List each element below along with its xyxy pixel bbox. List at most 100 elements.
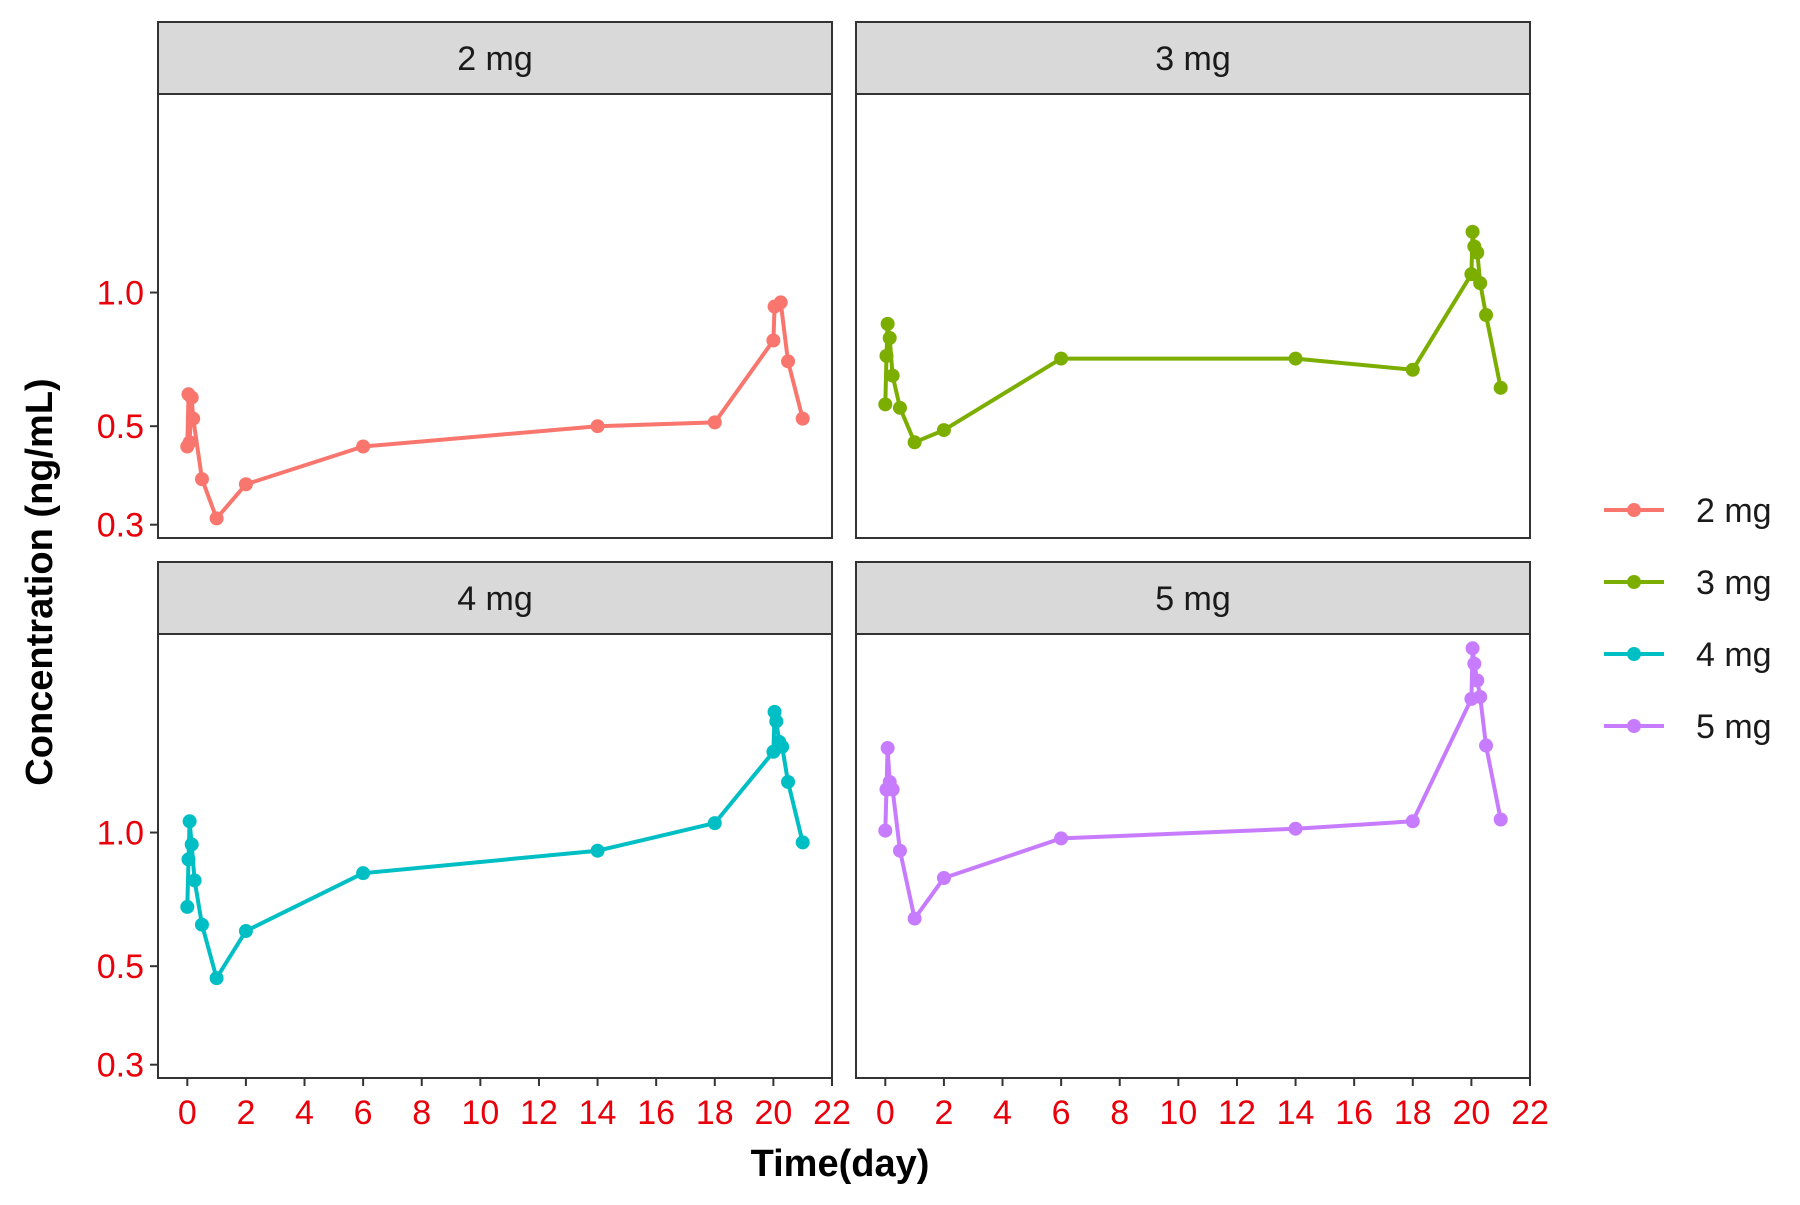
data-point <box>892 400 907 415</box>
panel-strip-label: 5 mg <box>1155 580 1231 618</box>
x-tick-label: 8 <box>412 1094 431 1132</box>
x-tick-label: 10 <box>461 1094 499 1132</box>
data-point <box>936 870 951 885</box>
x-tick-label: 14 <box>579 1094 617 1132</box>
data-point <box>1054 831 1069 846</box>
data-point <box>1470 245 1485 260</box>
data-point <box>1470 673 1485 688</box>
x-tick-label: 10 <box>1159 1094 1197 1132</box>
panel-strip-label: 3 mg <box>1155 40 1231 78</box>
panel-strip-label: 4 mg <box>457 580 533 618</box>
y-axis-title: Concentration (ng/mL) <box>19 378 61 785</box>
data-point <box>590 419 605 434</box>
data-point <box>356 439 371 454</box>
data-point <box>781 774 796 789</box>
x-tick-label: 18 <box>696 1094 734 1132</box>
x-tick-label: 6 <box>1052 1094 1071 1132</box>
x-tick-label: 4 <box>295 1094 314 1132</box>
data-point <box>880 316 895 331</box>
data-point <box>892 843 907 858</box>
data-point <box>878 823 893 838</box>
data-point <box>186 411 201 426</box>
x-tick-label: 4 <box>993 1094 1012 1132</box>
data-point <box>184 390 199 405</box>
x-tick-label: 0 <box>876 1094 895 1132</box>
data-point <box>1493 380 1508 395</box>
y-tick-label: 1.0 <box>97 815 144 853</box>
legend-key-point <box>1627 719 1641 733</box>
data-point <box>878 397 893 412</box>
data-point <box>766 333 781 348</box>
data-point <box>1054 351 1069 366</box>
y-tick-label: 1.0 <box>97 275 144 313</box>
data-point <box>707 816 722 831</box>
data-point <box>707 415 722 430</box>
panel-1: 2 mg <box>157 21 833 539</box>
legend-label: 4 mg <box>1696 636 1772 674</box>
legend-item: 2 mg <box>1604 492 1772 530</box>
panel-frame <box>157 93 833 539</box>
data-point <box>907 435 922 450</box>
panel-4: 5 mg <box>855 561 1531 1079</box>
x-tick-label: 16 <box>1335 1094 1373 1132</box>
legend-label: 2 mg <box>1696 492 1772 530</box>
x-tick-label: 14 <box>1277 1094 1315 1132</box>
legend-item: 3 mg <box>1604 564 1772 602</box>
x-tick-label: 16 <box>637 1094 675 1132</box>
data-point <box>775 739 790 754</box>
data-point <box>180 899 195 914</box>
x-tick-label: 12 <box>520 1094 558 1132</box>
legend-item: 4 mg <box>1604 636 1772 674</box>
data-point <box>1288 821 1303 836</box>
data-point <box>781 354 796 369</box>
data-point <box>879 348 894 363</box>
x-tick-label: 22 <box>1511 1094 1549 1132</box>
x-tick-label: 0 <box>178 1094 197 1132</box>
data-point <box>936 423 951 438</box>
panel-strip-label: 2 mg <box>457 40 533 78</box>
data-point <box>1479 738 1494 753</box>
x-tick-label: 2 <box>236 1094 255 1132</box>
data-point <box>1464 267 1479 282</box>
data-point <box>182 435 197 450</box>
legend-item: 5 mg <box>1604 708 1772 746</box>
data-point <box>795 411 810 426</box>
data-point <box>356 866 371 881</box>
data-point <box>1467 656 1482 671</box>
x-tick-label: 12 <box>1218 1094 1256 1132</box>
data-point <box>1493 812 1508 827</box>
panel-strip <box>157 561 833 635</box>
data-point <box>590 843 605 858</box>
x-tick-label: 6 <box>354 1094 373 1132</box>
panel-strip <box>157 21 833 95</box>
data-point <box>238 924 253 939</box>
data-point <box>795 835 810 850</box>
data-point <box>194 917 209 932</box>
data-point <box>769 714 784 729</box>
data-point <box>1405 362 1420 377</box>
data-point <box>238 477 253 492</box>
data-point <box>209 511 224 526</box>
data-point <box>773 295 788 310</box>
data-point <box>1473 276 1488 291</box>
panel-frame <box>855 93 1531 539</box>
panel-frame <box>855 633 1531 1079</box>
data-point <box>194 472 209 487</box>
legend-label: 5 mg <box>1696 708 1772 746</box>
data-point <box>209 971 224 986</box>
legend-key-point <box>1627 647 1641 661</box>
y-tick-label: 0.5 <box>97 948 144 986</box>
data-point <box>1479 308 1494 323</box>
x-axis-title: Time(day) <box>751 1143 930 1185</box>
panel-3: 4 mg <box>157 561 833 1079</box>
data-point <box>907 911 922 926</box>
data-point <box>1288 351 1303 366</box>
x-tick-label: 22 <box>813 1094 851 1132</box>
legend-key-point <box>1627 503 1641 517</box>
data-point <box>182 814 197 829</box>
data-point <box>882 330 897 345</box>
data-point <box>184 837 199 852</box>
data-point <box>1473 689 1488 704</box>
